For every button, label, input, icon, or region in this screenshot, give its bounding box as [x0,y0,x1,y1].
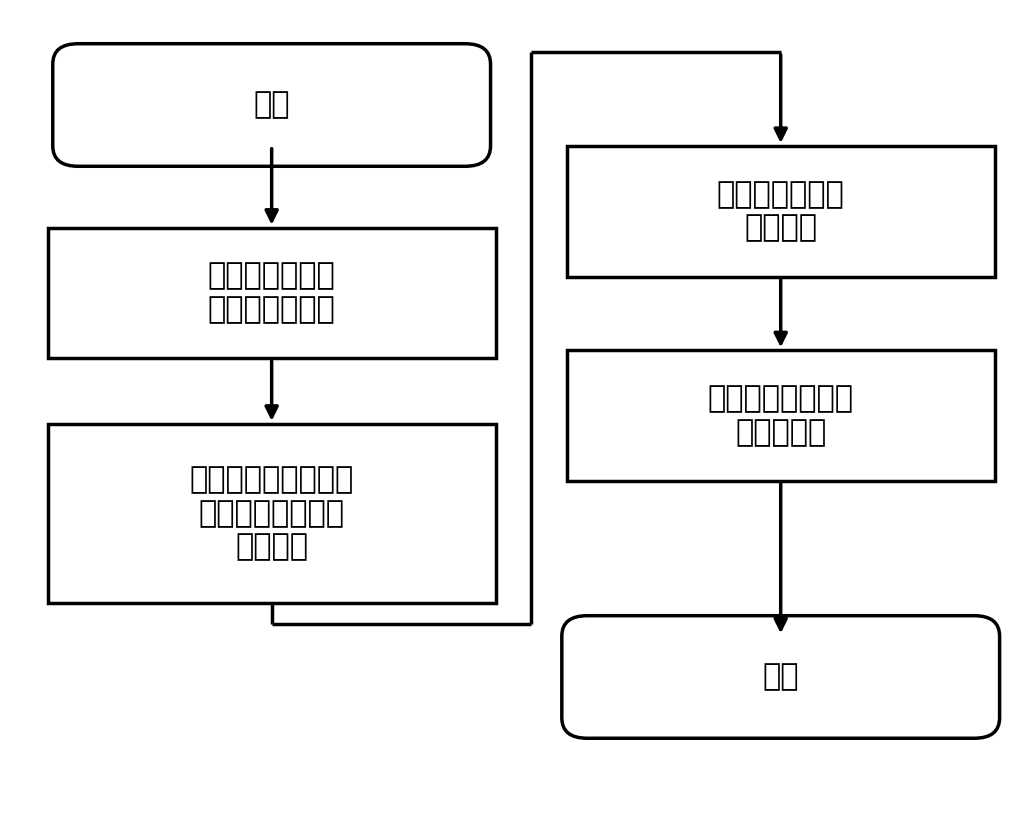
FancyBboxPatch shape [47,424,495,603]
FancyBboxPatch shape [567,146,995,277]
Text: 开始: 开始 [254,91,290,120]
FancyBboxPatch shape [53,44,490,166]
Text: 根据先验分布初
始化粒子和权值: 根据先验分布初 始化粒子和权值 [207,262,335,324]
FancyBboxPatch shape [567,350,995,481]
Text: 计算符合规定要求
的粒子个数: 计算符合规定要求 的粒子个数 [708,384,853,447]
Text: 将初始权值归一化，
计算粒子中心到目
标点误差: 将初始权值归一化， 计算粒子中心到目 标点误差 [190,465,354,562]
Text: 结束: 结束 [763,662,799,691]
FancyBboxPatch shape [561,616,1000,738]
FancyBboxPatch shape [47,228,495,358]
Text: 重采样获得新的
粒子集合: 重采样获得新的 粒子集合 [717,180,844,243]
